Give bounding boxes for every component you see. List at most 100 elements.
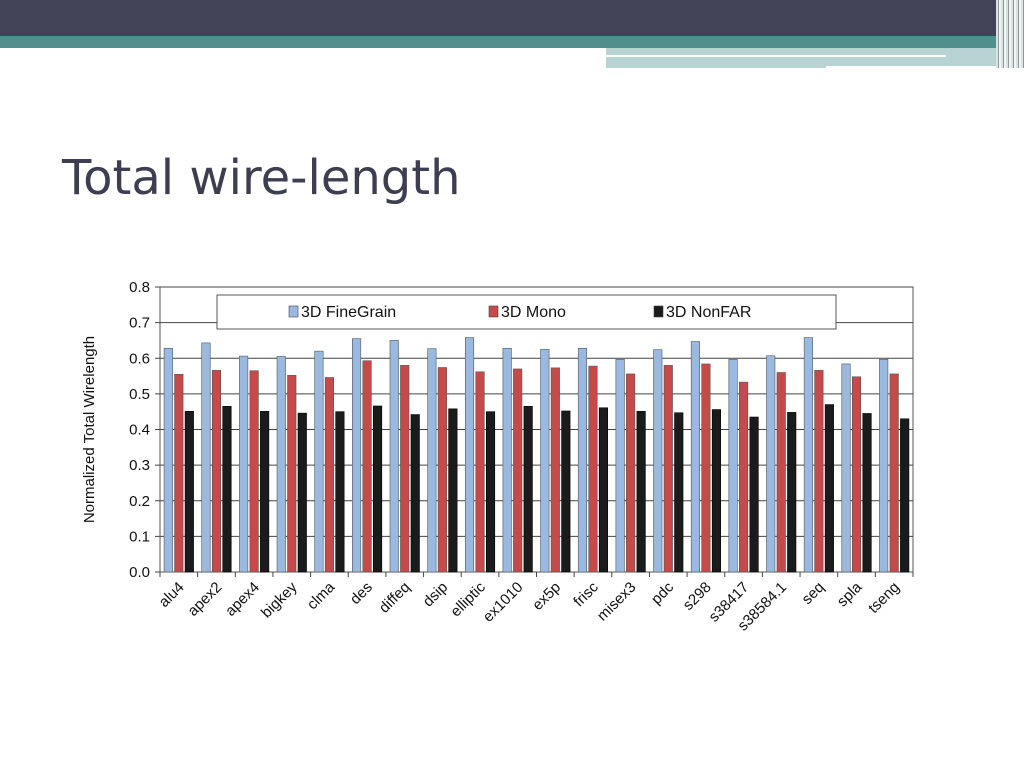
- header-bar-line: [606, 55, 946, 57]
- bar-frisc-3d-finegrain: [577, 347, 588, 573]
- bar-seq-3d-nonfar: [824, 404, 834, 573]
- bar-spla-3d-mono: [851, 376, 862, 573]
- bar-spla-3d-finegrain: [841, 363, 851, 573]
- bar-s298-3d-nonfar: [711, 409, 721, 573]
- bar-elliptic-3d-nonfar: [485, 411, 496, 573]
- legend-swatch-3d-mono: [488, 305, 499, 318]
- y-tick-label: 0.1: [129, 528, 150, 545]
- y-tick-label: 0.0: [129, 564, 150, 581]
- header-bar-dark: [0, 0, 1024, 36]
- bar-frisc-3d-mono: [588, 365, 598, 573]
- x-tick-label: clma: [304, 578, 339, 613]
- header-bar-teal: [0, 36, 1024, 48]
- bar-alu4-3d-finegrain: [163, 347, 173, 573]
- bar-elliptic-3d-mono: [475, 371, 485, 573]
- bar-s38584.1-3d-mono: [776, 372, 786, 573]
- bar-des-3d-mono: [362, 360, 372, 573]
- header-bar-line-2: [606, 66, 826, 68]
- x-tick-label: ex5p: [529, 579, 564, 614]
- legend-label-3d-nonfar: 3D NonFAR: [666, 304, 751, 321]
- bar-misex3-3d-mono: [626, 373, 636, 573]
- y-tick-label: 0.4: [129, 422, 150, 439]
- y-tick-label: 0.5: [129, 386, 150, 403]
- bar-frisc-3d-nonfar: [598, 407, 609, 573]
- x-tick-label: pdc: [648, 578, 677, 607]
- bar-diffeq-3d-finegrain: [389, 340, 399, 573]
- y-tick-label: 0.2: [129, 493, 150, 510]
- bar-bigkey-3d-mono: [287, 375, 297, 573]
- bar-s298-3d-mono: [701, 363, 711, 573]
- bar-diffeq-3d-nonfar: [410, 414, 420, 573]
- x-tick-label: bigkey: [258, 578, 301, 621]
- bar-clma-3d-mono: [324, 377, 334, 573]
- legend-box: [216, 294, 837, 330]
- bar-ex5p-3d-nonfar: [561, 410, 571, 573]
- bar-misex3-3d-nonfar: [636, 411, 646, 573]
- x-tick-label: seq: [799, 579, 828, 608]
- x-tick-label: ex1010: [480, 579, 527, 626]
- bar-misex3-3d-finegrain: [615, 359, 625, 573]
- bar-dsip-3d-mono: [437, 367, 447, 573]
- bar-s38584.1-3d-finegrain: [766, 355, 776, 573]
- x-tick-label: frisc: [570, 578, 602, 610]
- bar-clma-3d-finegrain: [314, 350, 324, 573]
- y-tick-label: 0.3: [129, 457, 150, 474]
- bar-diffeq-3d-mono: [400, 365, 410, 573]
- legend-label-3d-finegrain: 3D FineGrain: [301, 304, 396, 321]
- bar-apex4-3d-nonfar: [260, 411, 270, 573]
- bar-alu4-3d-nonfar: [184, 411, 194, 573]
- x-tick-label: spla: [834, 578, 866, 610]
- x-tick-label: apex2: [184, 579, 225, 620]
- bar-bigkey-3d-nonfar: [297, 412, 307, 573]
- x-tick-label: apex4: [222, 579, 263, 620]
- bar-apex2-3d-mono: [211, 370, 222, 573]
- bar-apex4-3d-mono: [249, 370, 259, 573]
- bar-pdc-3d-mono: [663, 365, 673, 573]
- bar-ex1010-3d-finegrain: [502, 347, 512, 573]
- bar-pdc-3d-nonfar: [674, 412, 684, 573]
- bar-dsip-3d-finegrain: [427, 348, 437, 573]
- bar-ex1010-3d-mono: [513, 368, 523, 573]
- legend-swatch-3d-finegrain: [288, 305, 299, 318]
- bar-pdc-3d-finegrain: [653, 349, 663, 573]
- legend-swatch-3d-nonfar: [653, 305, 664, 318]
- bar-tseng-3d-nonfar: [900, 418, 910, 573]
- bar-ex5p-3d-finegrain: [540, 349, 550, 573]
- bar-clma-3d-nonfar: [335, 411, 345, 573]
- y-axis-label: Normalized Total Wirelength: [81, 336, 98, 523]
- bar-s38584.1-3d-nonfar: [787, 412, 797, 573]
- bar-spla-3d-nonfar: [862, 413, 872, 573]
- x-tick-label: dsip: [420, 579, 451, 610]
- slide-title: Total wire-length: [62, 150, 461, 206]
- bar-ex1010-3d-nonfar: [523, 406, 533, 573]
- bar-chart: 0.0 0.1 0.2 0.3 0.4 0.5 0.6 0.7 0.8 Normalized To…: [81, 279, 914, 634]
- y-tick-label: 0.7: [129, 315, 150, 332]
- bar-tseng-3d-mono: [889, 373, 899, 573]
- bar-apex4-3d-finegrain: [239, 355, 249, 573]
- x-tick-label: misex3: [594, 579, 640, 625]
- y-tick-label: 0.6: [129, 350, 150, 367]
- bar-bigkey-3d-finegrain: [276, 356, 286, 573]
- legend-label-3d-mono: 3D Mono: [501, 304, 566, 321]
- bar-s38417-3d-nonfar: [749, 416, 759, 573]
- bar-alu4-3d-mono: [174, 373, 184, 573]
- bar-ex5p-3d-mono: [550, 367, 560, 573]
- bar-s38417-3d-mono: [739, 381, 749, 573]
- bar-seq-3d-mono: [814, 370, 824, 573]
- x-tick-label: tseng: [865, 579, 903, 617]
- bar-apex2-3d-nonfar: [222, 406, 232, 573]
- bar-s298-3d-finegrain: [690, 341, 700, 573]
- y-tick-label: 0.8: [129, 279, 150, 296]
- x-tick-label: alu4: [156, 579, 188, 611]
- header-stripes: [996, 0, 1024, 68]
- bar-apex2-3d-finegrain: [201, 342, 211, 573]
- bar-des-3d-finegrain: [352, 338, 362, 573]
- bar-s38417-3d-finegrain: [728, 359, 738, 573]
- bar-tseng-3d-finegrain: [879, 359, 889, 573]
- bar-des-3d-nonfar: [373, 405, 383, 573]
- x-tick-label: des: [347, 579, 376, 608]
- header-bar-light: [606, 48, 1024, 66]
- bar-elliptic-3d-finegrain: [464, 337, 475, 573]
- bar-dsip-3d-nonfar: [448, 408, 458, 573]
- x-tick-label: diffeq: [376, 579, 414, 617]
